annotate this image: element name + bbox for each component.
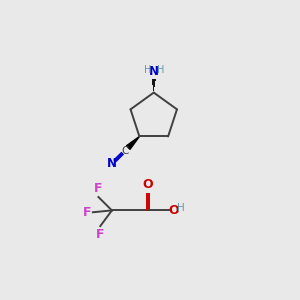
Text: C: C	[122, 146, 129, 155]
Text: O: O	[169, 204, 179, 217]
Polygon shape	[126, 136, 140, 149]
Text: N: N	[149, 65, 159, 78]
Text: N: N	[107, 157, 117, 170]
Text: H: H	[176, 203, 184, 213]
Text: H: H	[144, 64, 151, 75]
Text: H: H	[157, 64, 164, 75]
Text: F: F	[82, 206, 91, 219]
Text: F: F	[96, 228, 104, 242]
Text: O: O	[142, 178, 153, 191]
Text: F: F	[94, 182, 102, 195]
